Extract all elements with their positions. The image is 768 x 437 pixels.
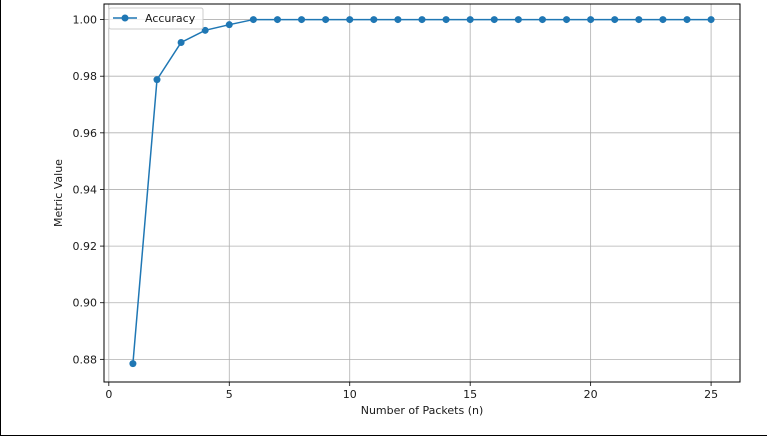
- y-tick-label: 1.00: [73, 14, 98, 27]
- data-point: [442, 16, 450, 24]
- y-tick-label: 0.88: [73, 353, 98, 366]
- y-tick-label: 0.94: [73, 183, 98, 196]
- data-point: [370, 16, 378, 24]
- x-axis-ticks: 0 5 10 15 20 25: [105, 382, 718, 401]
- data-point: [225, 21, 233, 29]
- legend-marker-sample: [121, 14, 129, 22]
- y-axis-label: Metric Value: [52, 159, 65, 227]
- data-point: [322, 16, 330, 24]
- data-point: [346, 16, 354, 24]
- data-point: [249, 16, 257, 24]
- data-point: [683, 16, 691, 24]
- y-tick-label: 0.98: [73, 70, 98, 83]
- y-tick-label: 0.92: [73, 240, 98, 253]
- y-axis-ticks: 0.88 0.90 0.92 0.94 0.96 0.98 1.00: [73, 14, 104, 366]
- y-tick-label: 0.96: [73, 127, 98, 140]
- data-point: [635, 16, 643, 24]
- data-point: [707, 16, 715, 24]
- data-point: [611, 16, 619, 24]
- data-point: [129, 360, 137, 368]
- data-point: [153, 76, 161, 84]
- data-point: [177, 39, 185, 47]
- data-point: [538, 16, 546, 24]
- series-layer: [129, 16, 715, 368]
- data-point: [273, 16, 281, 24]
- legend-label-accuracy: Accuracy: [145, 12, 196, 25]
- x-tick-label: 15: [463, 388, 477, 401]
- data-point: [466, 16, 474, 24]
- x-tick-label: 0: [105, 388, 112, 401]
- plot-area: [103, 3, 741, 383]
- data-point: [563, 16, 571, 24]
- y-tick-label: 0.90: [73, 297, 98, 310]
- x-tick-label: 10: [343, 388, 357, 401]
- data-point: [394, 16, 402, 24]
- data-point: [659, 16, 667, 24]
- x-tick-label: 5: [226, 388, 233, 401]
- data-point: [418, 16, 426, 24]
- grid-lines: [104, 4, 740, 382]
- legend-box: [108, 7, 204, 30]
- x-tick-label: 20: [584, 388, 598, 401]
- data-point: [298, 16, 306, 24]
- data-point: [201, 26, 209, 34]
- series-line-accuracy: [132, 18, 712, 364]
- data-point: [490, 16, 498, 24]
- legend: Accuracy: [108, 7, 204, 30]
- data-point: [587, 16, 595, 24]
- data-point: [514, 16, 522, 24]
- x-axis-label: Number of Packets (n): [361, 404, 484, 417]
- x-tick-label: 25: [704, 388, 718, 401]
